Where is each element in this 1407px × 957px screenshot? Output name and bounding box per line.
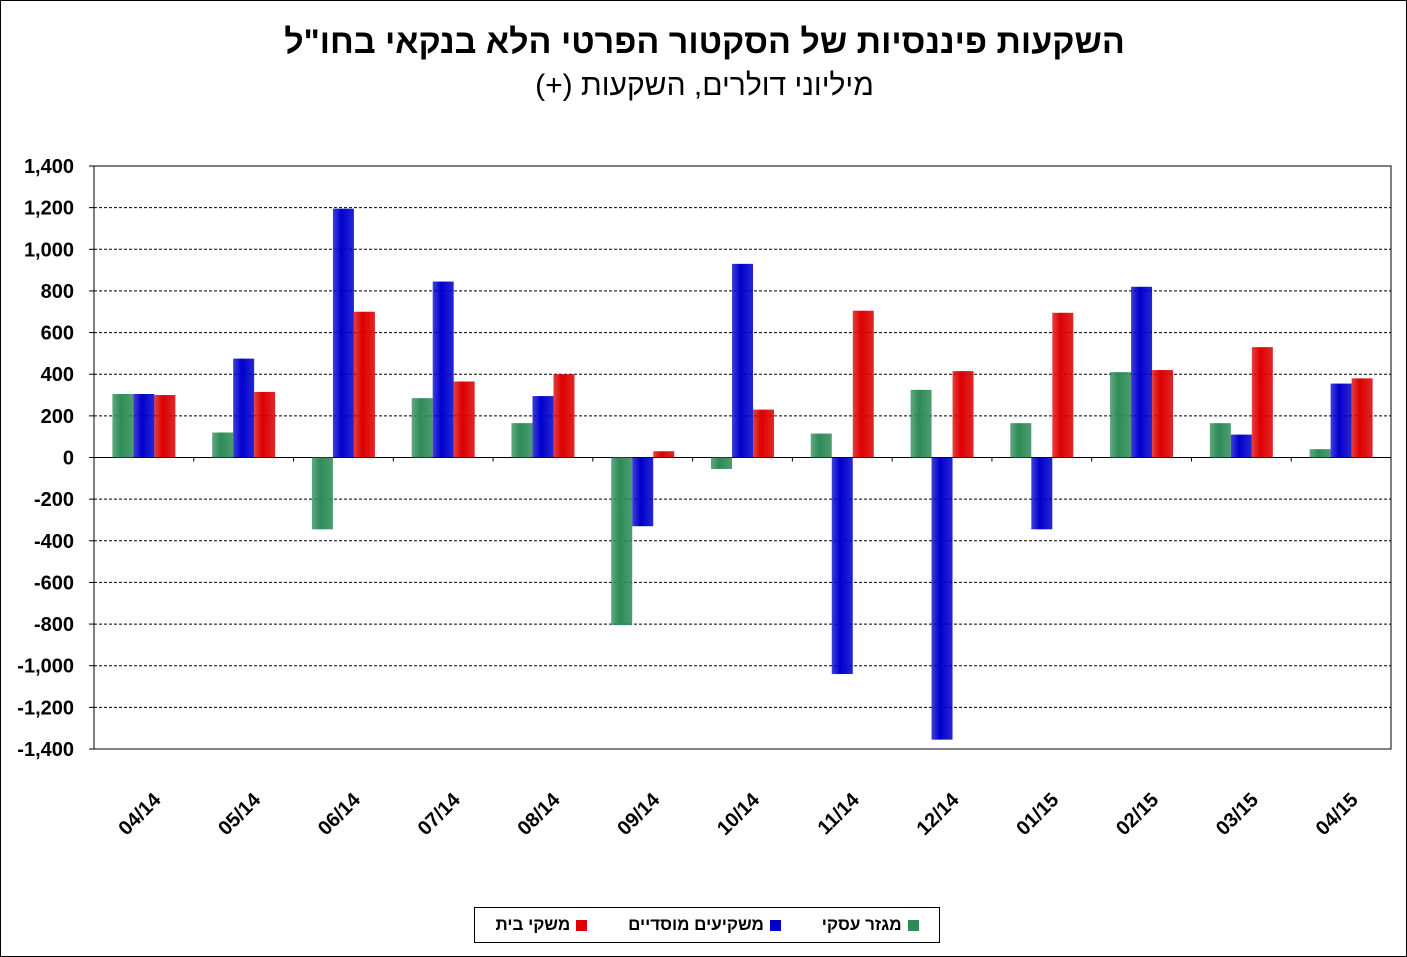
chart-subtitle: מיליוני דולרים, השקעות (+) [535,69,874,102]
bar-households [1052,312,1074,458]
legend-item: משקיעים מוסדיים [628,915,781,935]
bar-business [411,398,433,458]
x-tick-label: 04/15 [1312,789,1363,840]
x-tick-label: 05/14 [214,788,266,840]
x-tick-label: 07/14 [414,788,466,840]
x-tick-label: 10/14 [713,788,765,840]
legend-label: מגזר עסקי [821,915,902,934]
legend-item: מגזר עסקי [822,915,919,935]
bar-households [1152,370,1174,458]
bar-institutional [233,358,255,458]
bar-institutional [332,208,354,458]
bar-business [611,457,633,626]
bar-households [1251,347,1273,458]
bar-business [311,457,333,530]
bar-households [353,311,375,458]
bar-households [753,409,774,458]
y-tick-label: 1,200 [24,198,74,220]
x-tick-label: 03/15 [1212,789,1263,840]
bar-business [910,389,932,458]
bar-business [1309,449,1331,458]
legend-swatch [769,919,781,931]
bar-business [1209,423,1231,458]
bar-households [1351,378,1373,458]
bar-institutional [532,396,554,458]
y-tick-label: 600 [41,323,74,345]
y-tick-label: 1,400 [24,156,74,178]
bar-business [711,457,732,469]
bar-households [154,395,176,458]
y-tick-label: 0 [63,448,74,470]
bar-institutional [1230,434,1252,458]
x-tick-label: 11/14 [814,788,865,839]
bar-institutional [432,281,454,458]
bar-chart: 1,400 1,200 1,000 800 600 400 200 0 -200 -400 -600… [17,156,1392,840]
y-tick-label: 1,000 [24,239,74,261]
legend-swatch [576,919,588,931]
y-tick-label: -1,400 [17,739,74,761]
legend-item: משקי בית [495,915,588,935]
bar-business [511,423,533,458]
bar-institutional [1031,457,1053,530]
y-tick-label: -400 [34,531,74,553]
x-tick-label: 04/14 [114,788,166,840]
y-tick-label: -600 [34,572,74,594]
bar-business [1010,423,1032,458]
x-tick-label: 09/14 [613,788,665,840]
x-tick-label: 12/14 [913,788,965,840]
bar-institutional [1131,286,1153,458]
x-tick-label: 08/14 [514,788,566,840]
bar-households [653,451,675,458]
x-tick-label: 02/15 [1112,789,1163,840]
y-tick-label: -200 [34,489,74,511]
bar-institutional [931,457,953,740]
bar-institutional [1330,383,1352,458]
bar-business [810,433,832,458]
bar-institutional [831,457,853,675]
bar-institutional [632,457,654,527]
legend-label: משקי בית [495,915,571,934]
bar-institutional [732,263,753,458]
legend-swatch [907,919,919,931]
y-tick-label: -1,200 [17,697,74,719]
bar-households [952,371,974,458]
x-tick-label: 06/14 [314,788,366,840]
bar-households [254,391,276,458]
bar-business [112,393,134,458]
y-tick-label: 400 [41,364,74,386]
chart-title: השקעות פיננסיות של הסקטור הפרטי הלא בנקא… [284,23,1125,61]
bar-households [852,310,874,458]
chart-legend: משקי בית משקיעים מוסדיים מגזר עסקי [474,907,940,943]
bar-households [453,381,475,458]
bar-business [212,432,234,458]
y-tick-label: 800 [41,281,74,303]
y-tick-label: 200 [41,406,74,428]
legend-label: משקיעים מוסדיים [628,915,764,934]
bar-institutional [133,393,155,458]
bar-households [553,374,575,458]
y-tick-label: -800 [34,614,74,636]
x-tick-label: 01/15 [1012,789,1063,840]
y-tick-label: -1,000 [17,656,74,678]
bar-business [1110,372,1132,458]
